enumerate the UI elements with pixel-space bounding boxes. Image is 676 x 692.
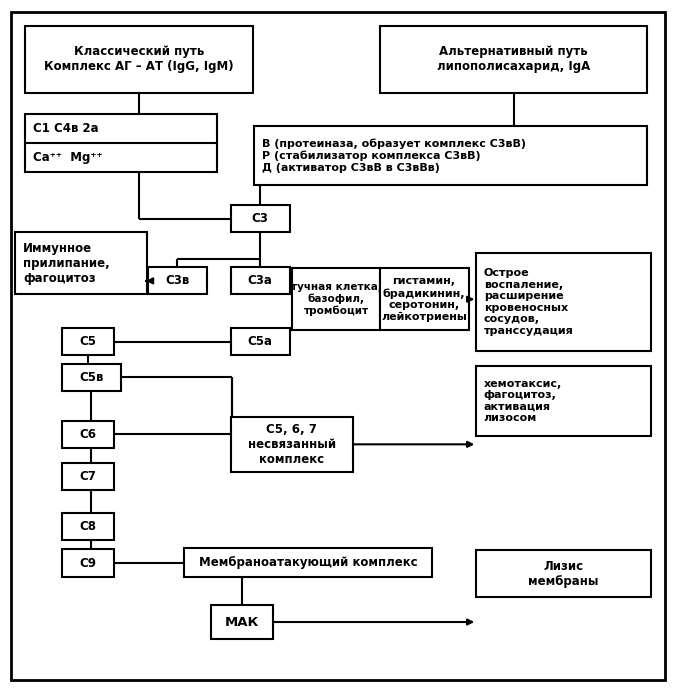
FancyBboxPatch shape xyxy=(62,549,114,576)
FancyBboxPatch shape xyxy=(62,421,114,448)
FancyBboxPatch shape xyxy=(231,267,289,295)
Text: гистамин,
брадикинин,
серотонин,
лейкотриены: гистамин, брадикинин, серотонин, лейкотр… xyxy=(381,277,467,322)
FancyBboxPatch shape xyxy=(380,26,648,93)
Text: С6: С6 xyxy=(79,428,97,441)
Text: С5: С5 xyxy=(79,336,97,349)
Text: С5в: С5в xyxy=(79,371,103,383)
Text: В (протеиназа, образует комплекс С3вВ)
Р (стабилизатор комплекса С3вВ)
Д (актива: В (протеиназа, образует комплекс С3вВ) Р… xyxy=(262,138,526,172)
Text: С1 С4в 2а: С1 С4в 2а xyxy=(33,122,99,136)
Text: С3: С3 xyxy=(251,212,268,225)
Text: С3в: С3в xyxy=(165,275,189,287)
Text: С7: С7 xyxy=(80,470,97,483)
FancyBboxPatch shape xyxy=(231,417,353,472)
FancyBboxPatch shape xyxy=(148,267,207,295)
FancyBboxPatch shape xyxy=(25,26,254,93)
FancyBboxPatch shape xyxy=(254,126,648,185)
FancyBboxPatch shape xyxy=(62,463,114,490)
FancyBboxPatch shape xyxy=(476,253,651,351)
Text: С5а: С5а xyxy=(247,336,272,349)
Text: Иммунное
прилипание,
фагоцитоз: Иммунное прилипание, фагоцитоз xyxy=(23,242,110,285)
Text: МАК: МАК xyxy=(225,615,259,628)
Text: С5, 6, 7
несвязанный
комплекс: С5, 6, 7 несвязанный комплекс xyxy=(247,423,336,466)
Text: Альтернативный путь
липополисахарид, IgA: Альтернативный путь липополисахарид, IgA xyxy=(437,46,590,73)
FancyBboxPatch shape xyxy=(185,548,432,576)
Text: хемотаксис,
фагоцитоз,
активация
лизосом: хемотаксис, фагоцитоз, активация лизосом xyxy=(484,379,562,424)
FancyBboxPatch shape xyxy=(25,114,217,144)
FancyBboxPatch shape xyxy=(231,205,289,232)
FancyBboxPatch shape xyxy=(380,268,468,330)
Text: Са⁺⁺  Мg⁺⁺: Са⁺⁺ Мg⁺⁺ xyxy=(33,151,103,164)
Text: С9: С9 xyxy=(79,556,97,570)
FancyBboxPatch shape xyxy=(62,329,114,356)
Text: Классический путь
Комплекс АГ – АТ (IgG, IgM): Классический путь Комплекс АГ – АТ (IgG,… xyxy=(45,46,234,73)
FancyBboxPatch shape xyxy=(211,605,273,639)
FancyBboxPatch shape xyxy=(62,363,121,391)
Text: тучная клетка,
базофил,
тромбоцит: тучная клетка, базофил, тромбоцит xyxy=(291,282,381,316)
Text: С8: С8 xyxy=(79,520,97,533)
FancyBboxPatch shape xyxy=(231,329,289,356)
FancyBboxPatch shape xyxy=(291,268,381,330)
FancyBboxPatch shape xyxy=(476,366,651,435)
FancyBboxPatch shape xyxy=(62,513,114,540)
Text: Острое
воспаление,
расширение
кровеносных
сосудов,
транссудация: Острое воспаление, расширение кровеносны… xyxy=(484,268,573,336)
FancyBboxPatch shape xyxy=(25,143,217,172)
FancyBboxPatch shape xyxy=(16,232,147,295)
Text: Лизис
мембраны: Лизис мембраны xyxy=(528,560,598,588)
Text: Мембраноатакующий комплекс: Мембраноатакующий комплекс xyxy=(199,556,418,569)
Text: С3а: С3а xyxy=(247,275,272,287)
FancyBboxPatch shape xyxy=(476,550,651,597)
